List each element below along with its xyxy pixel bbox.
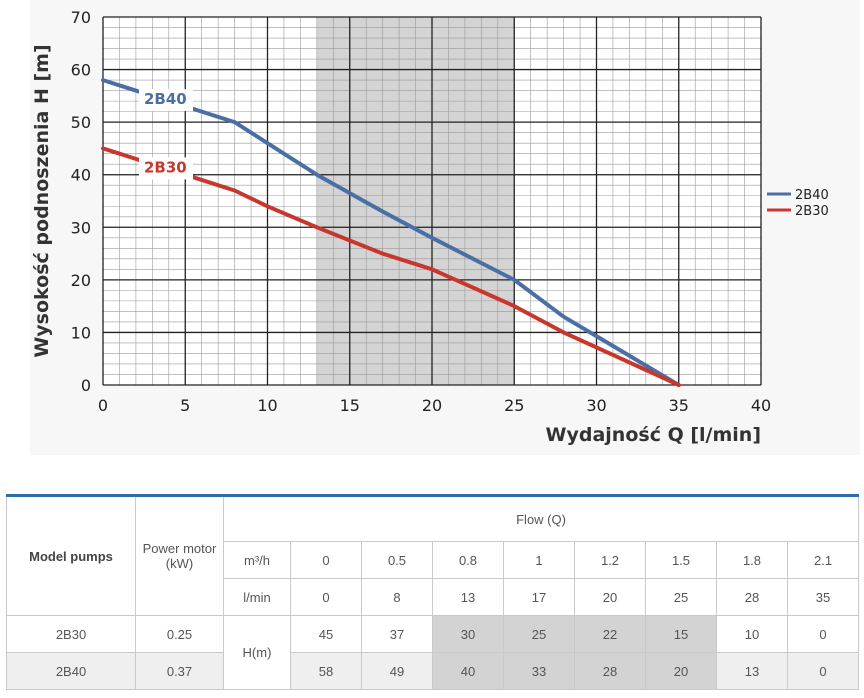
head-value-0: 45	[290, 615, 362, 653]
m3h-value-4: 1.2	[574, 541, 646, 579]
series-label-2B30: 2B30	[144, 158, 187, 176]
lmin-label: l/min	[223, 578, 291, 616]
pump-curve-chart: 0 5 10 15 20 25 30 35 40 0 10 20 30 40 50 60 70 Wydajność…	[31, 8, 829, 446]
y-tick-label: 30	[71, 218, 91, 237]
series-label-bg	[139, 89, 193, 112]
m3h-value-7: 2.1	[786, 541, 860, 579]
x-axis-label: Wydajność Q [l/min]	[546, 424, 761, 446]
m3h-label: m³/h	[223, 541, 291, 579]
head-value-4: 22	[574, 615, 646, 653]
series-label-2B40: 2B40	[144, 90, 187, 108]
lmin-value-3: 17	[503, 578, 575, 616]
model-header: Model pumps	[6, 495, 136, 616]
y-tick-label: 40	[71, 166, 91, 185]
lmin-value-5: 25	[645, 578, 717, 616]
head-value-5: 15	[645, 615, 717, 653]
model-cell: 2B40	[6, 652, 136, 690]
lmin-value-1: 8	[361, 578, 433, 616]
m3h-value-1: 0.5	[361, 541, 433, 579]
power-cell: 0.37	[135, 652, 224, 690]
head-value-3: 33	[503, 652, 575, 690]
series-line-2B40	[101, 78, 681, 387]
h-label: H(m)	[223, 615, 291, 690]
chart-svg: 0 5 10 15 20 25 30 35 40 0 10 20 30 40 50 60 70 Wydajność…	[31, 8, 829, 446]
series-line-2B30	[101, 146, 681, 387]
pump-spec-table: Model pumps Power motor (kW) Flow (Q) m³…	[6, 494, 860, 690]
y-tick-label: 10	[71, 323, 91, 342]
head-value-5: 20	[645, 652, 717, 690]
head-value-4: 28	[574, 652, 646, 690]
x-tick-label: 10	[257, 396, 277, 415]
y-tick-label: 0	[81, 376, 91, 395]
head-value-0: 58	[290, 652, 362, 690]
legend-label-2B30: 2B30	[795, 204, 829, 219]
model-cell: 2B30	[6, 615, 136, 653]
power-cell: 0.25	[135, 615, 224, 653]
y-tick-label: 60	[71, 61, 91, 80]
head-value-1: 37	[361, 615, 433, 653]
x-tick-label: 40	[751, 396, 771, 415]
head-value-1: 49	[361, 652, 433, 690]
y-tick-label: 50	[71, 113, 91, 132]
head-value-6: 10	[716, 615, 788, 653]
x-tick-label: 15	[340, 396, 360, 415]
legend-label-2B40: 2B40	[795, 188, 829, 203]
lmin-value-6: 28	[716, 578, 788, 616]
x-tick-label: 25	[504, 396, 524, 415]
x-tick-label: 20	[422, 396, 442, 415]
series-label-bg	[139, 157, 193, 180]
flow-header: Flow (Q)	[222, 495, 860, 542]
power-header: Power motor (kW)	[135, 495, 224, 616]
lmin-value-4: 20	[574, 578, 646, 616]
m3h-value-5: 1.5	[645, 541, 717, 579]
m3h-value-0: 0	[290, 541, 362, 579]
x-tick-label: 5	[180, 396, 190, 415]
head-value-6: 13	[716, 652, 788, 690]
x-tick-label: 0	[98, 396, 108, 415]
y-tick-label: 20	[71, 271, 91, 290]
y-axis-label: Wysokość podnoszenia H [m]	[31, 44, 53, 357]
head-value-2: 40	[432, 652, 504, 690]
x-tick-label: 35	[669, 396, 689, 415]
x-tick-label: 30	[586, 396, 606, 415]
lmin-value-2: 13	[432, 578, 504, 616]
m3h-value-2: 0.8	[432, 541, 504, 579]
head-value-3: 25	[503, 615, 575, 653]
y-tick-label: 70	[71, 8, 91, 27]
m3h-value-6: 1.8	[716, 541, 788, 579]
spec-table-wrapper: Model pumps Power motor (kW) Flow (Q) m³…	[6, 494, 860, 690]
lmin-value-0: 0	[290, 578, 362, 616]
m3h-value-3: 1	[503, 541, 575, 579]
head-value-7: 0	[786, 652, 860, 690]
head-value-7: 0	[786, 615, 860, 653]
lmin-value-7: 35	[786, 578, 860, 616]
head-value-2: 30	[432, 615, 504, 653]
